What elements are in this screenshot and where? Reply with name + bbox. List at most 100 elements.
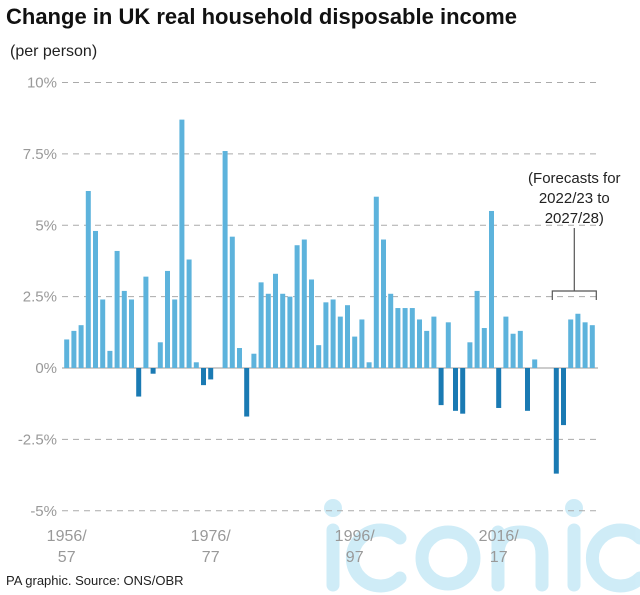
bar [352, 336, 358, 368]
bar [474, 290, 480, 368]
watermark-stroke [345, 523, 407, 593]
x-tick-label: 1996/ [335, 528, 376, 545]
bar [309, 279, 314, 368]
bar [316, 345, 322, 368]
bar [503, 316, 509, 368]
source-footer: PA graphic. Source: ONS/OBR [6, 573, 184, 588]
bar [373, 196, 379, 368]
bar [150, 368, 156, 374]
x-tick-label: 2016/ [479, 528, 520, 545]
y-tick-label: 2.5% [23, 289, 57, 306]
bar [265, 293, 271, 368]
x-tick-label: 97 [346, 549, 364, 566]
bar [438, 368, 444, 406]
bar [301, 239, 307, 368]
bar [222, 151, 228, 368]
bar [496, 368, 502, 408]
bar [71, 330, 77, 368]
bar [143, 276, 149, 368]
bar [121, 290, 127, 368]
bar [93, 230, 98, 368]
x-tick-label: 17 [490, 549, 508, 566]
bar [553, 368, 559, 474]
watermark-dot [565, 499, 583, 517]
bar [237, 348, 242, 368]
y-tick-label: -5% [30, 503, 57, 520]
bar [294, 245, 300, 368]
bar [280, 293, 286, 368]
x-tick-label: 57 [58, 549, 76, 566]
forecast-bracket [551, 228, 597, 300]
y-tick-label: -2.5% [18, 431, 57, 448]
watermark-ring [415, 525, 481, 591]
bar [172, 299, 178, 368]
bar [481, 328, 487, 368]
bar [489, 210, 494, 368]
bar [251, 353, 257, 368]
bar [395, 308, 401, 368]
bar [417, 319, 422, 368]
bar [107, 350, 113, 368]
bar [561, 368, 566, 426]
bar [129, 299, 134, 368]
bar [359, 319, 365, 368]
bar [208, 368, 214, 380]
bar [193, 362, 199, 368]
bar [575, 313, 581, 368]
bar [402, 308, 408, 368]
bar [460, 368, 466, 414]
forecast-annotation: 2027/28) [545, 210, 604, 227]
bar [589, 325, 595, 368]
forecast-annotation: 2022/23 to [539, 190, 610, 207]
bar [366, 362, 372, 368]
bar [388, 293, 394, 368]
bar [78, 325, 84, 368]
bar [136, 368, 142, 397]
bar [345, 305, 350, 368]
x-tick-label: 77 [202, 549, 220, 566]
y-tick-label: 10% [27, 75, 57, 92]
bar [85, 190, 91, 368]
bar [114, 250, 120, 368]
bar [445, 322, 451, 368]
bar [532, 359, 538, 368]
bar [431, 316, 437, 368]
bar [201, 368, 206, 386]
bar [100, 299, 106, 368]
bar [510, 333, 516, 368]
bar [337, 316, 343, 368]
watermark-stroke [585, 523, 640, 593]
bar [517, 330, 523, 368]
bar [467, 342, 473, 368]
bar [381, 239, 386, 368]
bar [424, 330, 430, 368]
watermark-dot [324, 499, 342, 517]
bar [229, 236, 235, 368]
chart-title: Change in UK real household disposable i… [6, 4, 517, 29]
bar [258, 282, 264, 368]
y-tick-label: 0% [35, 360, 57, 377]
bar [287, 296, 293, 368]
bar [273, 273, 278, 368]
chart-subtitle: (per person) [10, 43, 97, 60]
bar [165, 270, 170, 368]
y-tick-label: 7.5% [23, 146, 57, 163]
bar [568, 319, 574, 368]
forecast-annotation: (Forecasts for [528, 170, 621, 187]
watermark-logo [324, 499, 640, 593]
bar [582, 322, 588, 368]
bar [186, 259, 192, 368]
bar [453, 368, 458, 411]
y-tick-label: 5% [35, 217, 57, 234]
bar [244, 368, 250, 417]
watermark-stroke [491, 525, 549, 592]
bar [179, 119, 185, 369]
bar [323, 302, 329, 368]
bar [157, 342, 163, 368]
bar [330, 299, 336, 368]
bar [409, 308, 415, 368]
x-tick-label: 1976/ [191, 528, 232, 545]
bar [525, 368, 530, 411]
bar [64, 339, 70, 368]
